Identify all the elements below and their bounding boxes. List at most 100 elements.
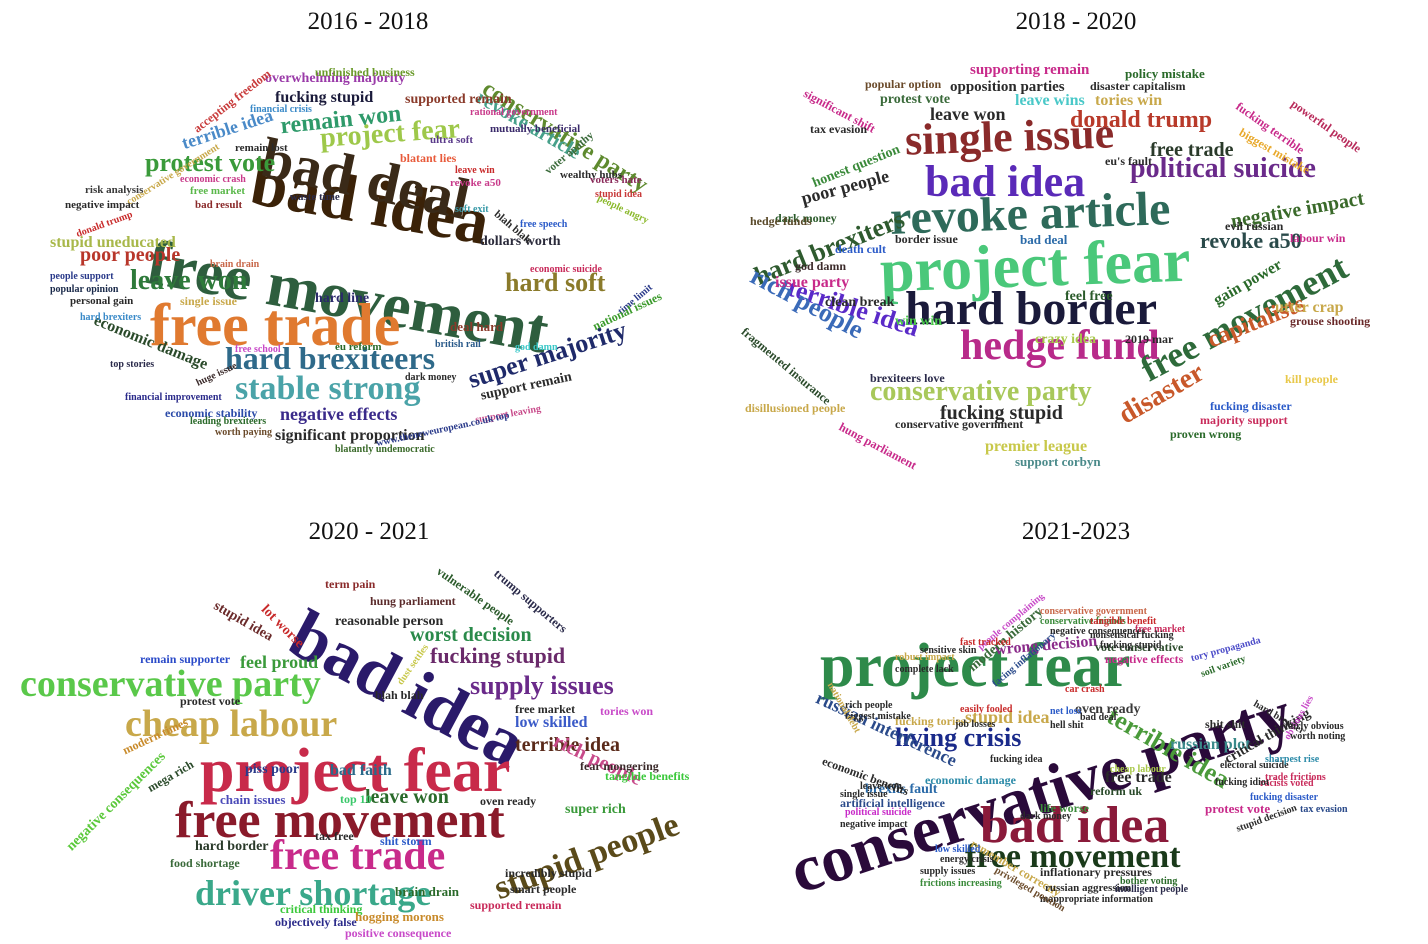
cloud-word: electoral suicide [1220,760,1289,771]
cloud-word: negative effects [280,404,398,424]
cloud-word: grouse shooting [1290,314,1371,328]
cloud-word: political suicide [1130,153,1316,184]
panel-title-2018-2020: 2018 - 2020 [1015,8,1137,35]
cloud-word: blatantly undemocratic [335,444,435,455]
cloud-word: policy mistake [1125,66,1205,81]
cloud-word: soft exit [455,204,489,215]
cloud-word: negative impact [840,819,908,830]
cloud-word: tories won [600,704,653,718]
cloud-word: tax evasion [1300,804,1348,815]
cloud-word: hung parliament [370,594,456,608]
cloud-word: crazy idea [1035,332,1097,347]
cloud-word: project fear [820,632,1131,700]
cloud-word: hell shit [1050,720,1084,731]
cloud-word: economic stability [165,406,258,420]
cloud-word: economic crash [180,174,246,185]
cloud-word: brain drain [395,884,459,899]
cloud-word: russian aggression [1045,882,1132,894]
cloud-word: free movement [965,838,1181,875]
cloud-word: oven ready [1075,702,1141,717]
cloud-word: free trade [1150,139,1234,161]
cloud-word: protest vote [1205,801,1271,816]
cloud-word: net loss [1050,706,1082,717]
cloud-word: dark money [1020,811,1072,822]
cloud-word: fucking idea [990,754,1043,765]
cloud-word: free market [515,702,576,716]
cloud-word: labour win [1290,231,1346,245]
cloud-word: supply issues [920,866,976,877]
cloud-word: free trade [270,833,446,879]
cloud-word: blah blah [375,688,424,702]
cloud-word: hard border [195,839,269,854]
cloud-word: political suicide [845,807,912,818]
cloud-word: reform uk [1090,784,1143,798]
cloud-word: leave won [930,104,1006,124]
cloud-word: revoke a50 [450,177,501,189]
cloud-word: brexits fault [865,782,938,797]
cloud-word: disillusioned people [745,401,846,415]
cloud-word: dark money [775,211,837,225]
cloud-word: fairly obvious [1285,721,1344,732]
cloud-word: risk analysis [85,184,144,196]
cloud-word: oven ready [480,794,537,808]
cloud-word: win win [895,314,943,329]
cloud-word: free trade [150,292,401,358]
cloud-word: clean break [825,295,895,310]
cloud-word: voters hate [590,174,642,186]
word-cloud-2018-2020: project fear revoke article single issue ba… [730,60,1420,480]
cloud-word: protest vote [180,694,241,708]
cloud-word: hard brexiteers [225,340,436,376]
cloud-word: hard soft [505,268,606,297]
cloud-word: dollars worth [480,234,561,249]
cloud-word: top stories [110,359,155,370]
cloud-word: significant proportion [275,427,425,444]
cloud-word: remain supporter [140,652,231,666]
cloud-word: tangible benefits [605,769,690,783]
cloud-word: inappropriate information [1040,894,1153,905]
cloud-word: god damn [795,259,847,273]
cloud-word: negative consequences [1050,626,1146,637]
cloud-word: job losses [955,719,996,730]
cloud-word: tories win [1095,92,1163,109]
cloud-word: opposition parties [950,79,1065,95]
cloud-word: tax evasion [810,122,867,136]
cloud-word: intelligent people [1115,884,1189,895]
cloud-word: proven wrong [1170,427,1242,441]
cloud-word: stupid idea [965,707,1050,727]
cloud-word: free movement [175,792,505,849]
cloud-word: bad idea [980,797,1170,854]
cloud-word: cheap labour [125,703,338,745]
cloud-word: hogging morons [355,909,444,924]
cloud-word: brain drain [210,259,260,270]
cloud-word: fucking disaster [1250,792,1319,803]
cloud-word: financial improvement [125,392,222,403]
cloud-word: personal gain [70,295,134,307]
cloud-word: evil russian [1225,219,1284,233]
word-cloud-2016-2018: free movement bad idea bad deal free trade h… [50,60,700,480]
cloud-word: donald trump [1070,107,1213,133]
cloud-word: chain issues [220,792,286,807]
cloud-word: supply issues [470,671,614,700]
cloud-word: leave win [455,165,495,176]
cloud-word: wealthy hubs [560,169,623,181]
cloud-word: free speech [520,219,568,230]
cloud-word: negative impact [65,199,140,211]
cloud-word: artificial intelligence [840,796,945,810]
cloud-word: leading brexiteers [190,416,267,427]
cloud-word: blatant lies [400,151,457,165]
cloud-word: issue party [775,274,850,291]
cloud-word: terrible idea [515,734,620,756]
cloud-word: leave won [860,781,902,792]
cloud-word: cheap labour [1110,764,1166,775]
cloud-word: mutually beneficial [490,123,581,135]
cloud-word: bad deal [1080,712,1117,723]
cloud-word: reasonable person [335,614,444,629]
cloud-word: negative consequences [63,749,169,855]
cloud-word: fucking idiot [1215,777,1270,788]
cloud-word: car crash [1065,684,1105,695]
cloud-word: supported remain [470,898,562,912]
cloud-word: single issue [180,294,238,308]
cloud-word: remain lost [235,142,288,154]
cloud-word: fucking tories [895,714,966,728]
cloud-word: majority support [1200,413,1288,427]
